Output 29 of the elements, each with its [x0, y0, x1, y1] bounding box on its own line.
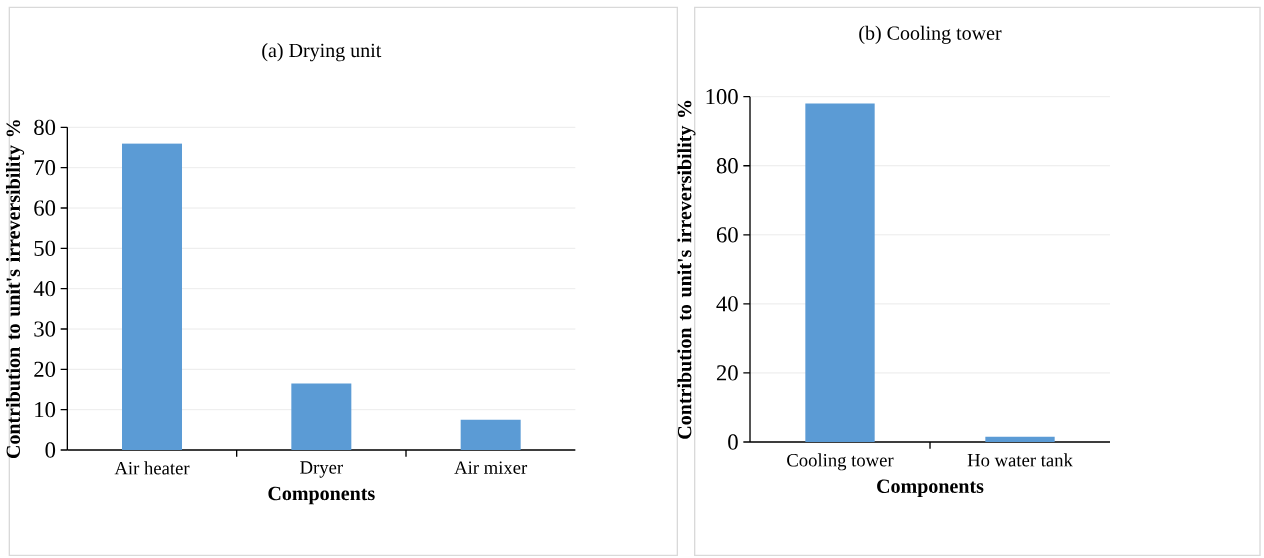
y-tick-label: 60: [34, 200, 56, 216]
y-tick-label: 0: [45, 442, 56, 458]
y-tick-label: 40: [33, 281, 56, 297]
x-tick-label: Dryer: [300, 461, 343, 478]
x-axis-title: Components: [268, 486, 375, 505]
y-tick-label: 40: [716, 296, 738, 312]
y-tick-label: 70: [34, 160, 56, 176]
bar: [291, 383, 352, 450]
y-axis-title: Contribution to unit's irreversibility %: [5, 120, 25, 459]
y-tick-label: 20: [34, 361, 56, 377]
y-tick-label: 0: [728, 434, 738, 450]
chart-title: (a) Drying unit: [262, 43, 382, 62]
y-tick-label: 80: [716, 158, 738, 174]
y-axis-title: Contribution to unit's irreversibility %: [677, 100, 696, 439]
x-tick-label: Air mixer: [454, 461, 528, 474]
x-tick-label: Cooling tower: [787, 453, 894, 471]
bar: [122, 143, 183, 450]
chart-title: (b) Cooling tower: [859, 25, 1002, 44]
y-tick-label: 10: [35, 402, 56, 418]
y-tick-label: 100: [706, 89, 738, 105]
x-axis-title: Components: [877, 479, 984, 498]
y-tick-label: 50: [34, 240, 56, 256]
y-tick-label: 30: [34, 321, 56, 337]
y-tick-label: 60: [716, 227, 738, 243]
x-tick-label: Air heater: [114, 461, 190, 475]
y-tick-label: 80: [34, 119, 56, 135]
bar: [460, 419, 521, 450]
y-tick-label: 20: [716, 365, 738, 381]
x-tick-label: Ho water tank: [967, 453, 1073, 467]
